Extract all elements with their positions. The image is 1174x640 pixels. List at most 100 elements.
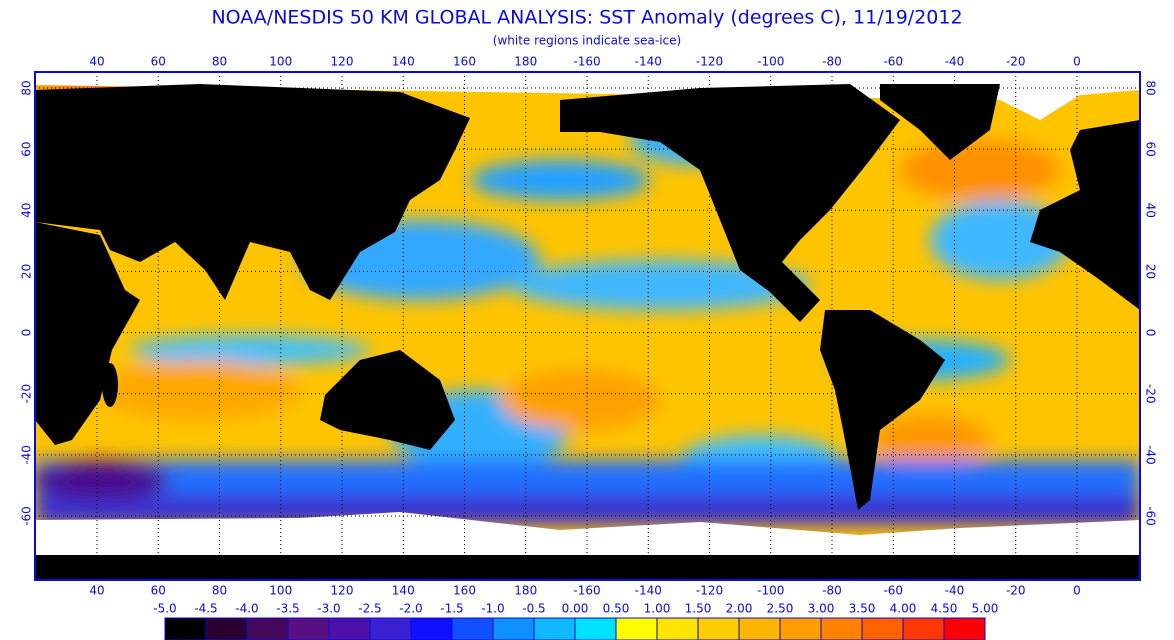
colorbar-swatch xyxy=(656,617,699,640)
longitude-label: 100 xyxy=(269,55,292,69)
colorbar-swatch xyxy=(369,617,412,640)
longitude-label: 0 xyxy=(1073,584,1081,598)
eurasia xyxy=(35,84,470,300)
colorbar-label: -4.5 xyxy=(194,602,217,616)
colorbar-swatch xyxy=(246,617,289,640)
colorbar-label: 2.00 xyxy=(726,602,753,616)
colorbar-swatch xyxy=(697,617,740,640)
longitude-label: -20 xyxy=(1006,584,1026,598)
longitude-label: 80 xyxy=(212,55,227,69)
colorbar-swatch xyxy=(205,617,248,640)
colorbar-label: 3.00 xyxy=(808,602,835,616)
colorbar-label: 1.50 xyxy=(685,602,712,616)
longitude-label: -160 xyxy=(573,584,600,598)
north-america xyxy=(560,84,900,322)
colorbar-label: 4.00 xyxy=(890,602,917,616)
longitude-label: 80 xyxy=(212,584,227,598)
colorbar-swatch xyxy=(943,617,986,640)
colorbar-label: 5.00 xyxy=(972,602,999,616)
colorbar: -5.0 -4.5 -4.0 -3.5 -3.0 -2.5 -2.0 -1.5 -1.0 -0.5… xyxy=(153,602,998,640)
madagascar xyxy=(102,363,118,407)
longitude-label: -100 xyxy=(757,584,784,598)
australia xyxy=(320,350,455,450)
longitude-label: -80 xyxy=(822,55,842,69)
colorbar-label: -0.5 xyxy=(522,602,545,616)
colorbar-label: -5.0 xyxy=(153,602,176,616)
latitude-label: 20 xyxy=(20,264,34,279)
colorbar-swatch xyxy=(533,617,576,640)
longitude-label: -40 xyxy=(945,55,965,69)
africa-east xyxy=(35,222,140,445)
colorbar-swatch xyxy=(615,617,658,640)
axis-labels: 40 40 60 60 80 80 100 100 120 120 140 140 160 160 180 1… xyxy=(20,55,1158,598)
longitude-label: 60 xyxy=(151,584,166,598)
latitude-label: 80 xyxy=(20,80,34,95)
longitude-label: 0 xyxy=(1073,55,1081,69)
map xyxy=(35,72,1140,580)
antarctica xyxy=(35,555,1140,580)
longitude-label: 120 xyxy=(331,55,354,69)
latitude-label: -20 xyxy=(20,384,34,404)
colorbar-swatch xyxy=(738,617,781,640)
longitude-label: 160 xyxy=(453,55,476,69)
latitude-label: 40 xyxy=(1144,203,1158,218)
longitude-label: 160 xyxy=(453,584,476,598)
colorbar-swatch xyxy=(287,617,330,640)
latitude-label: -60 xyxy=(1144,506,1158,526)
colorbar-swatch xyxy=(574,617,617,640)
latitude-label: 80 xyxy=(1144,80,1158,95)
longitude-label: -140 xyxy=(635,584,662,598)
colorbar-swatch xyxy=(902,617,945,640)
longitude-label: 100 xyxy=(269,584,292,598)
map-frame xyxy=(34,71,1141,581)
longitude-label: -160 xyxy=(573,55,600,69)
longitude-label: -120 xyxy=(696,584,723,598)
colorbar-label: 0.00 xyxy=(562,602,589,616)
colorbar-label: -2.0 xyxy=(399,602,422,616)
latitude-label: 60 xyxy=(20,142,34,157)
longitude-label: -100 xyxy=(757,55,784,69)
latitude-label: 40 xyxy=(20,203,34,218)
colorbar-label: 3.50 xyxy=(849,602,876,616)
colorbar-label: -2.5 xyxy=(358,602,381,616)
longitude-label: -60 xyxy=(883,55,903,69)
latitude-label: 20 xyxy=(1144,264,1158,279)
longitude-label: -20 xyxy=(1006,55,1026,69)
south-america xyxy=(820,310,945,510)
subtitle: (white regions indicate sea-ice) xyxy=(493,34,681,48)
latitude-label: -60 xyxy=(20,506,34,526)
longitude-label: 120 xyxy=(331,584,354,598)
colorbar-swatch xyxy=(328,617,371,640)
longitude-label: 180 xyxy=(514,55,537,69)
longitude-label: 40 xyxy=(89,584,104,598)
colorbar-label: 4.50 xyxy=(931,602,958,616)
longitude-label: 60 xyxy=(151,55,166,69)
colorbar-swatch xyxy=(820,617,863,640)
longitude-label: -60 xyxy=(883,584,903,598)
colorbar-swatch xyxy=(451,617,494,640)
title: NOAA/NESDIS 50 KM GLOBAL ANALYSIS: SST A… xyxy=(211,7,962,29)
latitude-label: -20 xyxy=(1144,384,1158,404)
longitude-label: 140 xyxy=(392,55,415,69)
colorbar-label: 1.00 xyxy=(644,602,671,616)
europe-africa-west xyxy=(1030,120,1140,310)
colorbar-swatch xyxy=(164,617,207,640)
colorbar-label: 2.50 xyxy=(767,602,794,616)
colorbar-label: -1.0 xyxy=(481,602,504,616)
latitude-label: 0 xyxy=(1144,329,1158,337)
colorbar-label: -3.5 xyxy=(276,602,299,616)
grid xyxy=(35,72,1140,580)
latitude-label: 0 xyxy=(20,329,34,337)
latitude-label: -40 xyxy=(1144,445,1158,465)
latitude-label: -40 xyxy=(20,445,34,465)
colorbar-label: -4.0 xyxy=(235,602,258,616)
sea-ice-north xyxy=(35,72,1140,120)
greenland xyxy=(880,84,1000,160)
colorbar-swatch xyxy=(492,617,535,640)
colorbar-label: 0.50 xyxy=(603,602,630,616)
latitude-label: 60 xyxy=(1144,142,1158,157)
colorbar-swatch xyxy=(410,617,453,640)
longitude-label: 180 xyxy=(514,584,537,598)
colorbar-swatch xyxy=(779,617,822,640)
